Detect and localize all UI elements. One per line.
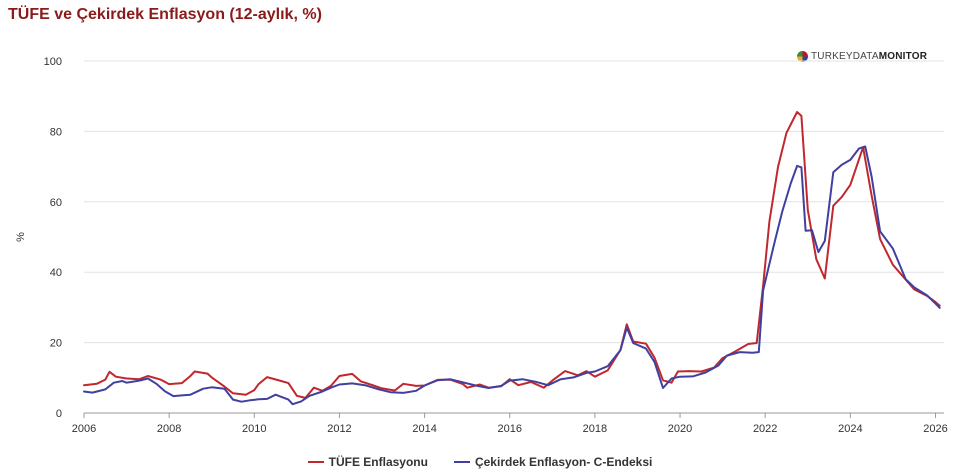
line-chart: 0 20 40 60 80 100 2006 2008 2010 2012 2014 2016 201… xyxy=(15,56,948,435)
y-tick-label: 0 xyxy=(56,408,62,420)
chart-title: TÜFE ve Çekirdek Enflasyon (12-aylık, %) xyxy=(8,6,322,23)
x-tick-label: 2010 xyxy=(242,423,266,435)
y-tick-label: 100 xyxy=(44,56,62,68)
x-tick-label: 2018 xyxy=(583,423,607,435)
x-tick-label: 2016 xyxy=(498,423,522,435)
y-tick-label: 80 xyxy=(50,126,62,138)
legend-swatch xyxy=(453,461,470,463)
x-tick-label: 2008 xyxy=(157,423,181,435)
series-line-1 xyxy=(83,111,941,399)
legend-item-1[interactable]: TÜFE Enflasyonu xyxy=(307,455,428,469)
y-tick-label: 20 xyxy=(50,338,62,350)
legend-label: Çekirdek Enflasyon- C-Endeksi xyxy=(474,455,653,469)
brand-text-light: TURKEYDATA xyxy=(811,51,879,62)
globe-icon xyxy=(797,51,808,62)
legend: TÜFE Enflasyonu Çekirdek Enflasyon- C-End… xyxy=(0,455,960,469)
y-tick-label: 60 xyxy=(50,197,62,209)
grid-lines xyxy=(84,60,944,414)
x-tick-label: 2024 xyxy=(838,423,862,435)
y-axis-label: % xyxy=(15,232,27,242)
x-tick-label: 2026 xyxy=(923,423,947,435)
brand-text-bold: MONITOR xyxy=(878,51,928,62)
x-tick-labels: 2006 2008 2010 2012 2014 2016 2018 2020 2022 2024… xyxy=(72,413,948,435)
series-lines xyxy=(83,111,941,406)
y-tick-label: 40 xyxy=(50,267,62,279)
y-tick-labels: 0 20 40 60 80 100 xyxy=(44,56,62,420)
x-tick-label: 2020 xyxy=(668,423,692,435)
x-tick-label: 2012 xyxy=(327,423,351,435)
brand-logo: TURKEYDATA MONITOR xyxy=(797,51,927,62)
legend-label: TÜFE Enflasyonu xyxy=(328,455,428,469)
legend-item-2[interactable]: Çekirdek Enflasyon- C-Endeksi xyxy=(453,455,653,469)
x-tick-label: 2014 xyxy=(412,423,436,435)
series-line-2 xyxy=(83,145,941,406)
x-tick-label: 2006 xyxy=(72,423,96,435)
x-tick-label: 2022 xyxy=(753,423,777,435)
legend-swatch xyxy=(307,461,324,463)
